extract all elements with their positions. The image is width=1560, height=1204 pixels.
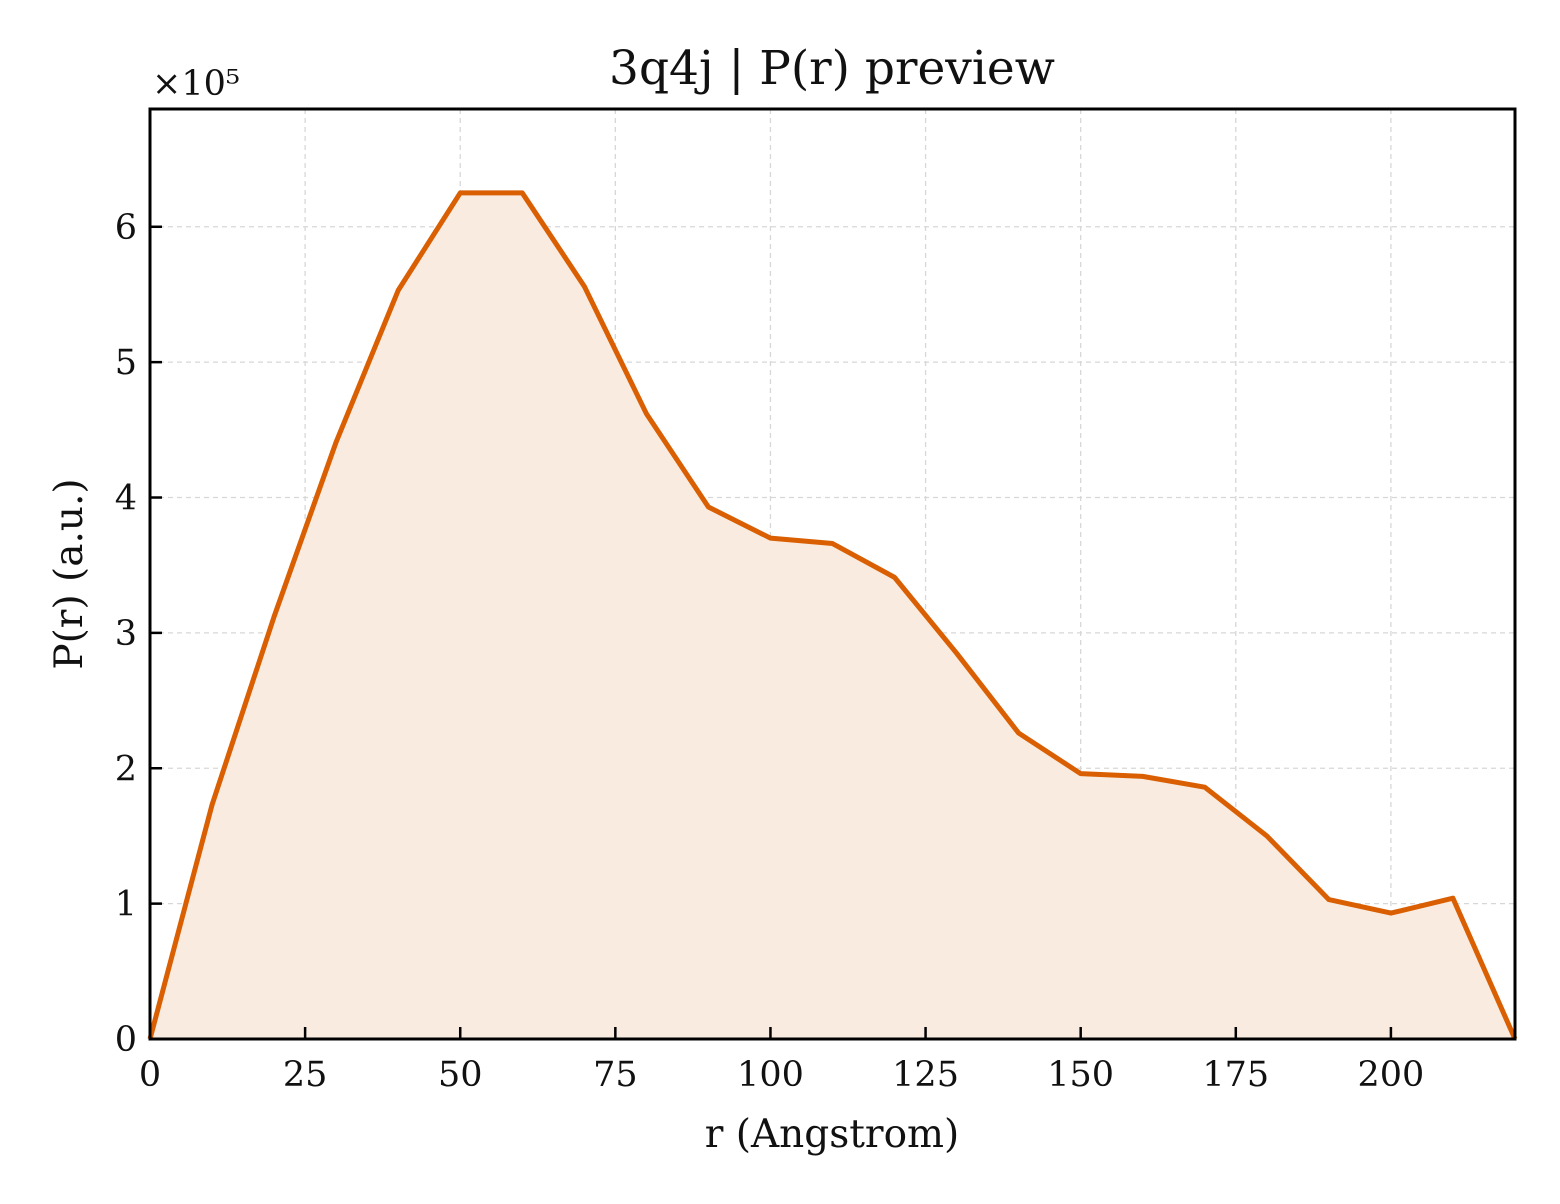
y-tick-label: 2	[115, 749, 137, 789]
y-tick-label: 0	[115, 1020, 137, 1060]
chart-title: 3q4j | P(r) preview	[609, 41, 1055, 96]
y-tick-label: 4	[115, 479, 137, 519]
y-axis-multiplier: ×10⁵	[152, 64, 240, 104]
x-tick-label: 150	[1047, 1055, 1114, 1095]
x-tick-label: 50	[438, 1055, 483, 1095]
y-tick-label: 5	[115, 343, 137, 383]
x-tick-label: 0	[139, 1055, 161, 1095]
x-axis-label: r (Angstrom)	[705, 1112, 960, 1157]
x-tick-label: 200	[1358, 1055, 1425, 1095]
x-tick-label: 25	[283, 1055, 328, 1095]
x-tick-label: 75	[593, 1055, 638, 1095]
x-tick-label: 100	[737, 1055, 804, 1095]
y-tick-label: 6	[115, 208, 137, 248]
x-tick-label: 125	[892, 1055, 959, 1095]
y-axis-label: P(r) (a.u.)	[47, 478, 92, 669]
x-tick-label: 175	[1202, 1055, 1269, 1095]
y-tick-label: 1	[115, 885, 137, 925]
y-tick-label: 3	[115, 614, 137, 654]
